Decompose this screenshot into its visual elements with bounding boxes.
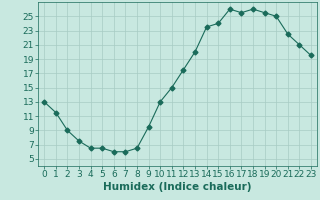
X-axis label: Humidex (Indice chaleur): Humidex (Indice chaleur) bbox=[103, 182, 252, 192]
